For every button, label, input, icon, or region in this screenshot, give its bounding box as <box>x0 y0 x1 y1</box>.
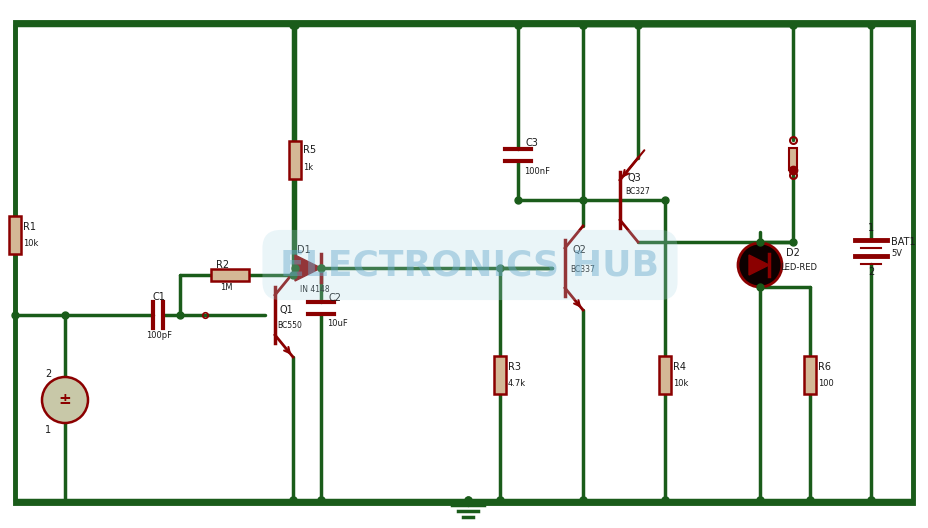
FancyBboxPatch shape <box>289 141 301 179</box>
Text: ±: ± <box>58 392 71 408</box>
Text: 10k: 10k <box>23 239 38 248</box>
Text: Q2: Q2 <box>573 245 586 255</box>
FancyBboxPatch shape <box>803 356 815 394</box>
Circle shape <box>737 243 781 287</box>
Text: R6: R6 <box>818 362 831 372</box>
Text: Q1: Q1 <box>279 305 293 315</box>
Text: 1M: 1M <box>220 282 232 291</box>
Text: 10k: 10k <box>672 379 688 388</box>
Text: D2: D2 <box>785 248 799 258</box>
Text: 2: 2 <box>867 267 873 277</box>
Text: 100: 100 <box>818 379 832 388</box>
Text: 2: 2 <box>45 369 51 379</box>
Text: ELECTRONICS HUB: ELECTRONICS HUB <box>280 248 659 282</box>
Text: R4: R4 <box>672 362 685 372</box>
Text: Q3: Q3 <box>627 173 641 183</box>
Text: IN 4148: IN 4148 <box>300 286 329 295</box>
Text: 1: 1 <box>867 223 873 233</box>
Polygon shape <box>295 255 321 281</box>
Text: R2: R2 <box>216 260 229 270</box>
Text: R3: R3 <box>508 362 521 372</box>
Polygon shape <box>748 255 768 275</box>
Text: R1: R1 <box>23 222 36 232</box>
FancyBboxPatch shape <box>494 356 506 394</box>
Text: D1: D1 <box>297 245 310 255</box>
Text: 10uF: 10uF <box>327 319 347 328</box>
Text: BAT1: BAT1 <box>890 237 915 247</box>
FancyBboxPatch shape <box>9 216 21 254</box>
Text: 100pF: 100pF <box>146 331 172 340</box>
Text: LED-RED: LED-RED <box>780 262 816 271</box>
Text: C2: C2 <box>329 293 342 303</box>
Text: BC337: BC337 <box>570 266 594 275</box>
FancyBboxPatch shape <box>211 269 249 281</box>
Text: 1k: 1k <box>303 164 313 173</box>
Text: R5: R5 <box>303 145 316 155</box>
Text: C3: C3 <box>525 138 538 148</box>
Text: C1: C1 <box>153 292 166 302</box>
Text: 1: 1 <box>45 425 51 435</box>
Text: BC550: BC550 <box>277 320 302 329</box>
Text: 5V: 5V <box>890 250 901 259</box>
Text: BC327: BC327 <box>625 187 649 196</box>
Text: 100nF: 100nF <box>523 166 549 175</box>
Text: 4.7k: 4.7k <box>508 379 525 388</box>
Circle shape <box>42 377 88 423</box>
FancyBboxPatch shape <box>658 356 670 394</box>
FancyBboxPatch shape <box>788 148 796 170</box>
